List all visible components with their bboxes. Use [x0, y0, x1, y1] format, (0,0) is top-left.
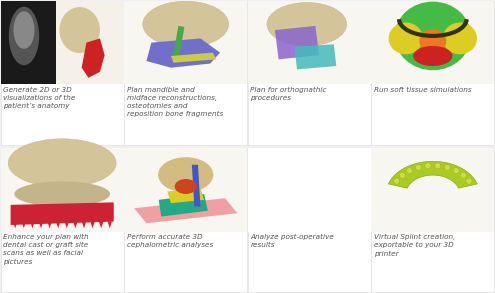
Ellipse shape — [443, 23, 477, 54]
Circle shape — [406, 168, 413, 174]
Bar — [371, 148, 494, 232]
Bar — [248, 1, 371, 84]
Ellipse shape — [395, 2, 471, 70]
Polygon shape — [295, 44, 336, 69]
Ellipse shape — [143, 1, 229, 47]
Polygon shape — [91, 222, 95, 228]
Bar — [124, 1, 247, 84]
Text: Run soft tissue simulations: Run soft tissue simulations — [374, 87, 472, 93]
Bar — [56, 1, 124, 84]
Bar — [1, 148, 124, 232]
Polygon shape — [167, 188, 204, 203]
Polygon shape — [389, 161, 477, 188]
Polygon shape — [82, 222, 86, 228]
Text: Generate 2D or 3D
visualizations of the
patient’s anatomy: Generate 2D or 3D visualizations of the … — [3, 87, 76, 109]
Text: Enhance your plan with
dental cast or graft site
scans as well as facial
picture: Enhance your plan with dental cast or gr… — [3, 234, 89, 265]
Circle shape — [453, 168, 459, 174]
Polygon shape — [10, 202, 114, 225]
Polygon shape — [22, 222, 26, 228]
Circle shape — [460, 172, 466, 178]
Circle shape — [399, 172, 405, 178]
Polygon shape — [13, 222, 17, 228]
Circle shape — [394, 178, 400, 184]
Bar — [124, 148, 247, 292]
Text: Perform accurate 3D
cephalometric analyses: Perform accurate 3D cephalometric analys… — [127, 234, 213, 248]
Ellipse shape — [8, 139, 116, 187]
Ellipse shape — [13, 11, 35, 49]
Bar — [1, 1, 124, 145]
Bar — [124, 148, 247, 232]
Circle shape — [445, 164, 450, 171]
Ellipse shape — [14, 181, 110, 207]
Ellipse shape — [267, 2, 346, 46]
Polygon shape — [147, 38, 220, 68]
Polygon shape — [73, 222, 78, 228]
Polygon shape — [171, 53, 216, 63]
Circle shape — [435, 163, 441, 169]
Polygon shape — [275, 26, 319, 59]
Polygon shape — [30, 222, 35, 228]
Ellipse shape — [158, 157, 213, 192]
Polygon shape — [192, 165, 200, 207]
Bar — [248, 148, 371, 292]
Ellipse shape — [9, 7, 39, 65]
Bar — [371, 148, 494, 292]
Bar — [371, 1, 494, 84]
Ellipse shape — [419, 29, 446, 53]
Bar — [1, 148, 124, 292]
Polygon shape — [107, 222, 112, 228]
Bar — [173, 26, 185, 58]
Bar — [371, 1, 494, 145]
Bar — [124, 1, 247, 145]
Polygon shape — [134, 198, 237, 223]
Circle shape — [415, 164, 421, 171]
Ellipse shape — [59, 7, 100, 53]
Bar — [248, 1, 371, 145]
Polygon shape — [65, 222, 69, 228]
Text: Plan mandible and
midface reconstructions,
osteotomies and
reposition bone fragm: Plan mandible and midface reconstruction… — [127, 87, 223, 117]
Polygon shape — [48, 222, 52, 228]
Polygon shape — [159, 194, 208, 217]
Ellipse shape — [413, 46, 452, 66]
Polygon shape — [56, 222, 60, 228]
Bar — [1, 1, 56, 84]
Ellipse shape — [389, 23, 423, 54]
Polygon shape — [99, 222, 103, 228]
Polygon shape — [82, 38, 104, 78]
Circle shape — [425, 163, 431, 169]
Bar — [248, 148, 371, 232]
Text: Analyze post-operative
results: Analyze post-operative results — [250, 234, 334, 248]
Ellipse shape — [175, 179, 197, 194]
Text: Plan for orthognathic
procedures: Plan for orthognathic procedures — [250, 87, 327, 101]
Polygon shape — [39, 222, 43, 228]
Text: Virtual Splint creation,
exportable to your 3D
printer: Virtual Splint creation, exportable to y… — [374, 234, 455, 257]
Circle shape — [466, 178, 472, 184]
